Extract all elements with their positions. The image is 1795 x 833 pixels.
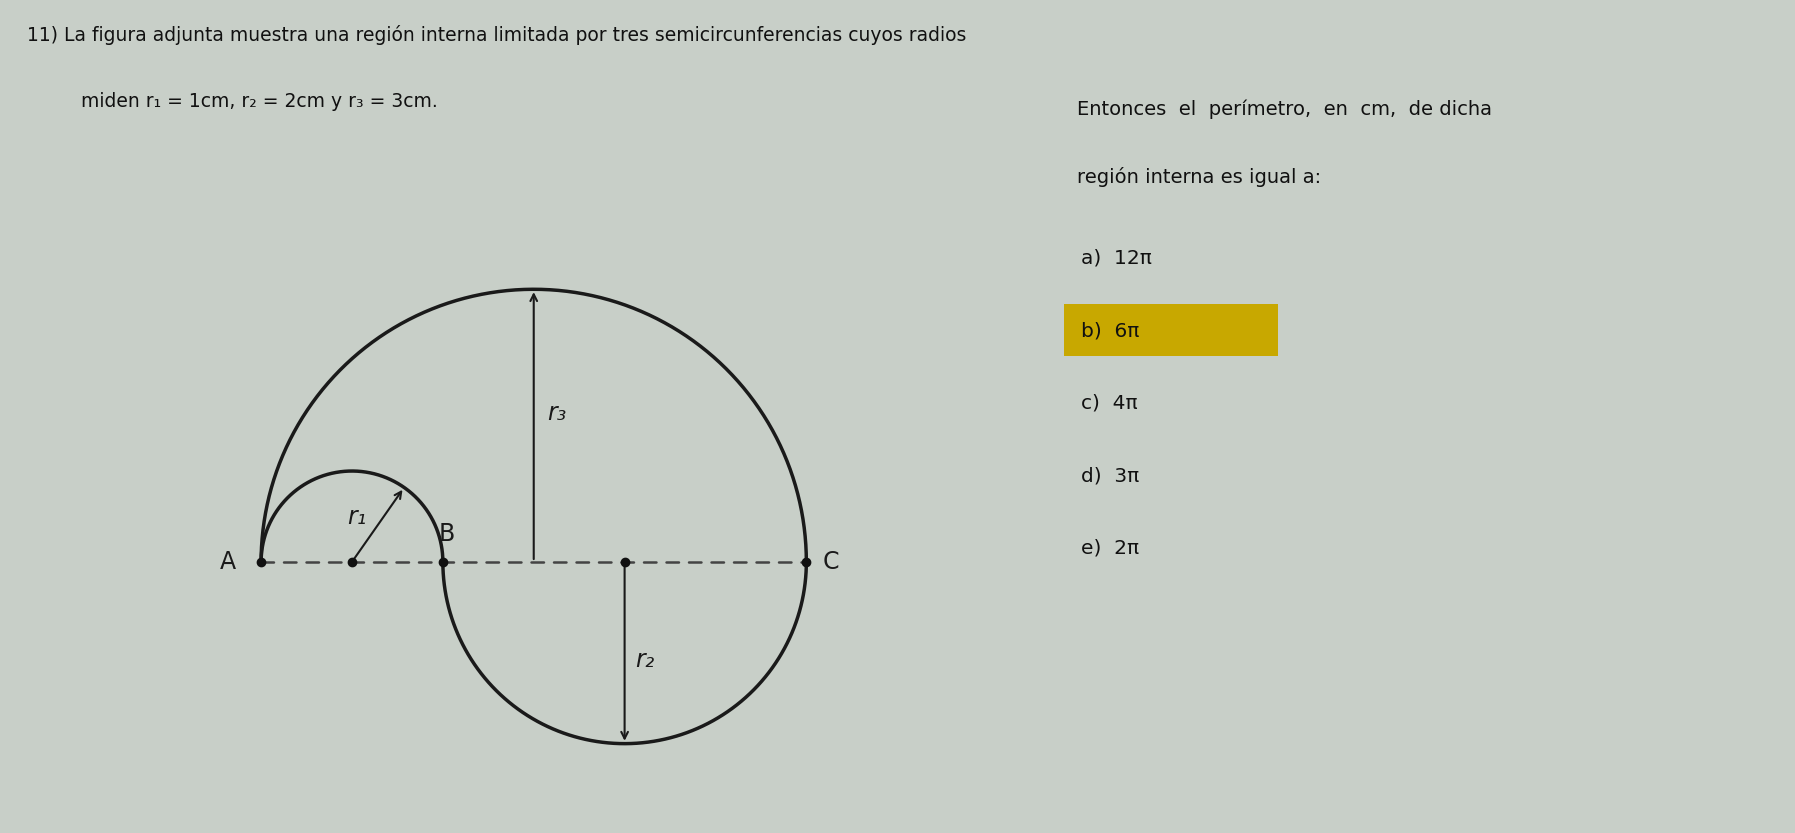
Text: A: A bbox=[219, 550, 235, 574]
Text: r₁: r₁ bbox=[348, 505, 366, 529]
Text: r₂: r₂ bbox=[635, 648, 655, 672]
Text: 11) La figura adjunta muestra una región interna limitada por tres semicircunfer: 11) La figura adjunta muestra una región… bbox=[27, 25, 966, 45]
Text: Entonces  el  perímetro,  en  cm,  de dicha: Entonces el perímetro, en cm, de dicha bbox=[1077, 100, 1492, 119]
Text: a)  12π: a) 12π bbox=[1081, 249, 1151, 267]
Text: r₃: r₃ bbox=[547, 402, 567, 425]
Text: B: B bbox=[438, 521, 454, 546]
Text: e)  2π: e) 2π bbox=[1081, 539, 1138, 557]
Text: b)  6π: b) 6π bbox=[1081, 322, 1140, 340]
Text: C: C bbox=[822, 550, 840, 574]
Text: c)  4π: c) 4π bbox=[1081, 394, 1138, 412]
Text: miden r₁ = 1cm, r₂ = 2cm y r₃ = 3cm.: miden r₁ = 1cm, r₂ = 2cm y r₃ = 3cm. bbox=[81, 92, 438, 111]
Text: d)  3π: d) 3π bbox=[1081, 466, 1138, 485]
Text: región interna es igual a:: región interna es igual a: bbox=[1077, 167, 1321, 187]
